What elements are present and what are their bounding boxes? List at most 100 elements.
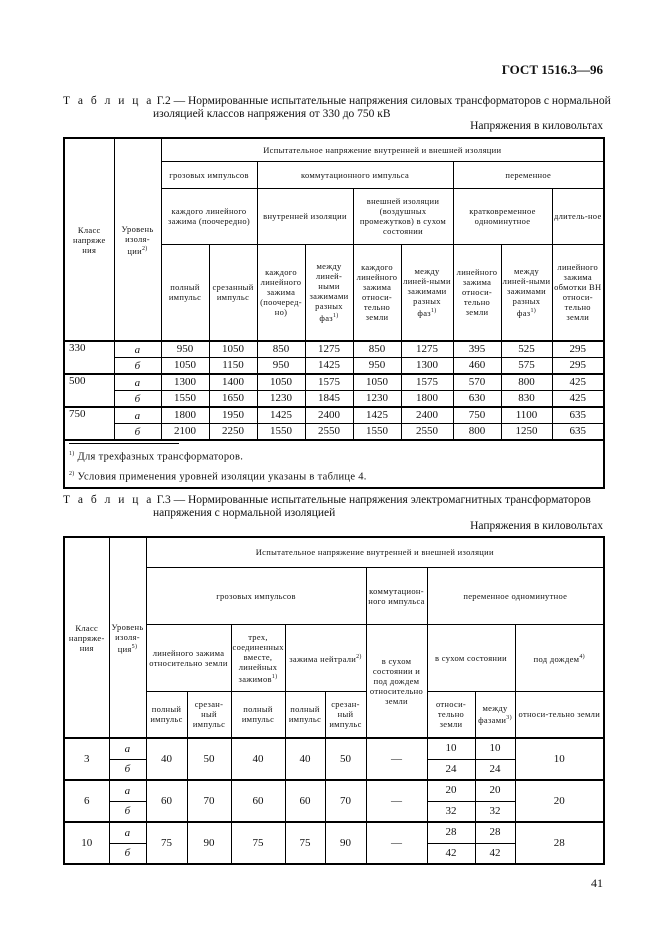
page-number: 41 [591,876,603,890]
table-row: 750 а 1800 1950 1425 2400 1425 2400 750 1100 635 [63,406,605,441]
value-cell: 20 [426,779,476,802]
value-cell: 10 [426,737,476,760]
value-cell: 1425 [304,357,354,375]
value-cell: 70 [186,779,232,823]
column-header: срезан-ный импульс [324,690,367,739]
value-cell: 1300 [160,373,210,391]
value-cell: 40 [284,737,326,781]
value-cell: 830 [500,390,553,408]
value-cell: 1400 [208,373,258,391]
column-header: полный импульс [230,690,286,739]
column-header-text: срезан-ный импульс [329,699,362,730]
value-cell: 850 [256,340,306,358]
header-lightning: грозовых импульсов [160,160,258,189]
value-cell: 90 [324,821,367,865]
footnotes: 1) Для трехфазных трансформаторов. 2) Усл… [64,440,604,488]
header-ac: переменное [452,160,605,189]
caption-line: изоляцией классов напряжения от 330 до 7… [153,108,391,120]
column-header-text: относи-тельно земли [518,709,601,720]
table1-units: Напряжения в киловольтах [470,120,603,132]
column-header: между линей-ными зажимами разных фаз1) [500,243,553,342]
value-cell: 75 [284,821,326,865]
value-cell: — [365,737,428,781]
value-cell: 1230 [256,390,306,408]
level-cell: б [113,357,162,375]
header-ac: переменное одноминутное [426,566,605,625]
caption-line: Г.2 — Нормированные испытательные напряж… [156,95,611,107]
value-cell: 42 [426,842,476,865]
value-cell: 1275 [400,340,454,358]
value-cell: 950 [160,340,210,358]
footnote-mark: 3) [506,715,512,722]
value-cell: — [365,821,428,865]
value-cell: 525 [500,340,553,358]
column-header-text: полный импульс [241,704,275,725]
level-cell: б [113,423,162,441]
value-cell: 1300 [400,357,454,375]
header-neutral: зажима нейтрали2) [284,623,367,692]
value-cell: 32 [474,800,516,823]
value-cell: 1150 [208,357,258,375]
column-header-text: между линей-ными зажимами разных фаз [403,266,451,319]
table-row: 6 а 60 70 60 60 70—20 20 20 [63,779,605,823]
column-header-text: срезан-ный импульс [192,699,226,730]
header-level: Уровень изоля-ции2) [113,137,162,342]
value-cell: 1250 [500,423,553,441]
value-cell: 60 [284,779,326,823]
standard-header: ГОСТ 1516.3—96 [501,62,603,77]
value-cell: 2550 [400,423,454,441]
table-row: 10 а 75 90 75 75 90—28 28 28 [63,821,605,865]
column-header-text: каждого линейного зажима (поочеред-но) [260,267,302,318]
value-cell: 1050 [256,373,306,391]
class-cell: 750 [63,406,115,441]
header-class: Класс напряже-ния [63,536,110,739]
value-cell: 2550 [304,423,354,441]
column-header: линейного зажима обмотки ВН относи-тельн… [551,243,605,342]
column-header: относи-тельно земли [426,690,476,739]
table-g2: Класс напряже ния Уровень изоля-ции2) Ис… [63,137,606,489]
column-header-text: срезанный импульс [212,282,254,303]
column-header: срезан-ный импульс [186,690,232,739]
value-cell: 635 [551,406,605,424]
table-row: 500 а 1300 1400 1050 1575 1050 1575 570 800 425 [63,373,605,408]
level-cell: а [113,406,162,424]
class-cell: 330 [63,340,115,375]
level-cell: б [108,758,147,781]
value-cell: 1100 [500,406,553,424]
value-cell: 800 [500,373,553,391]
value-cell: 1845 [304,390,354,408]
header-dry: в сухом состоянии [426,623,516,692]
header-switching: коммутацион-ного импульса [365,566,428,625]
column-header: каждого линейного зажима (поочеред-но) [256,243,306,342]
value-cell: 1800 [400,390,454,408]
value-cell: 1050 [208,340,258,358]
value-cell: 2250 [208,423,258,441]
header-test-voltage: Испытательное напряжение внутренней и вн… [145,536,605,568]
value-cell: 1050 [352,373,402,391]
table-label: Т а б л и ц а [63,95,154,107]
footnote-text: Для трехфазных трансформаторов. [77,451,244,463]
column-header: между фазами3) [474,690,516,739]
header-external: внешней изоляции (воздушных промежутков)… [352,187,454,245]
level-cell: б [108,842,147,865]
value-cell: 425 [551,373,605,391]
value-cell: 28 [426,821,476,844]
column-header-text: между линей-ными зажимами разных фаз [502,266,551,319]
table-label: Т а б л и ц а [63,494,154,506]
value-cell: 60 [145,779,188,823]
value-cell: 20 [474,779,516,802]
value-cell: 1550 [352,423,402,441]
level-cell: а [113,340,162,358]
column-header-text: относи-тельно земли [435,699,467,730]
class-cell: 10 [63,821,110,865]
column-header: срезанный импульс [208,243,258,342]
value-cell: 32 [426,800,476,823]
value-cell: 24 [426,758,476,781]
table-row: б 1550 1650 1230 1845 1230 1800 630 830 425 [64,390,605,408]
value-cell: 2400 [304,406,354,424]
value-cell: 575 [500,357,553,375]
footnote: 1) Для трехфазных трансформаторов. [69,446,599,466]
header-switching: коммутационного импульса [256,160,454,189]
header-test-voltage: Испытательное напряжение внутренней и вн… [160,137,605,162]
